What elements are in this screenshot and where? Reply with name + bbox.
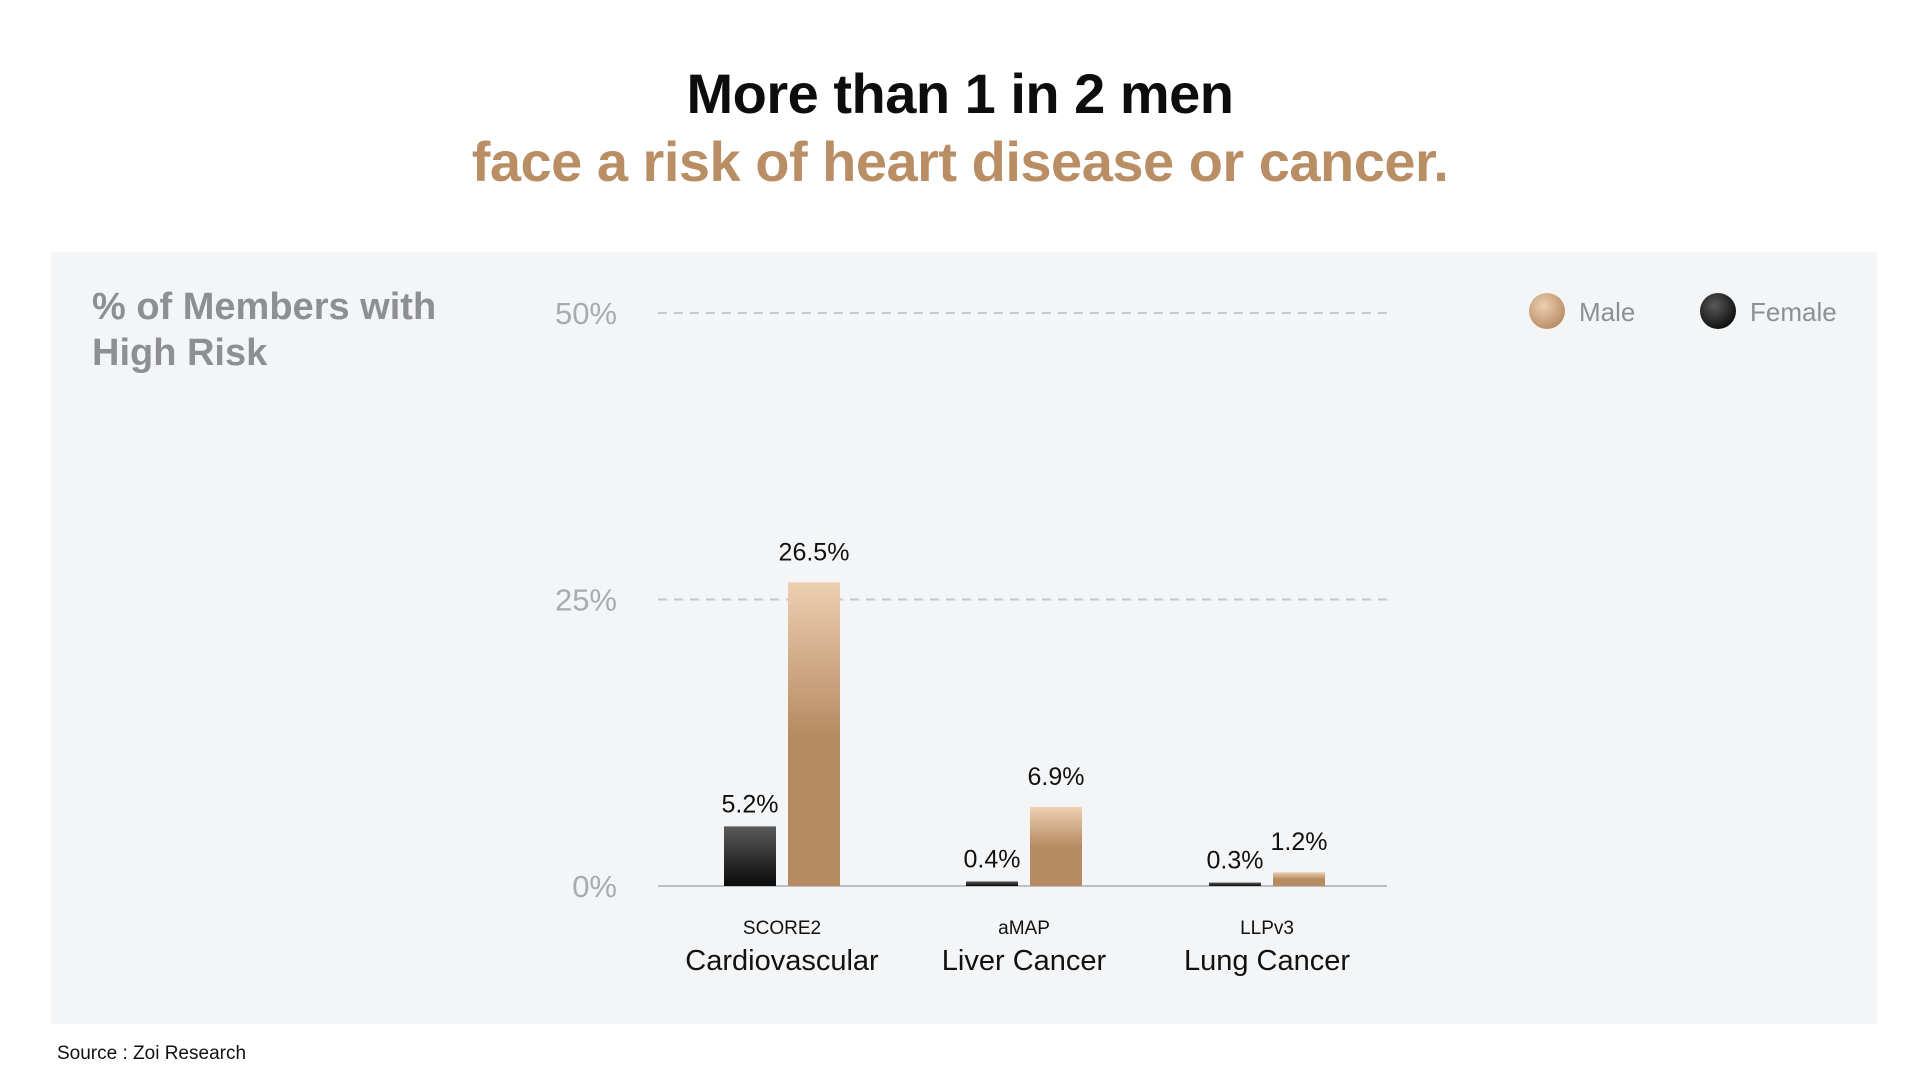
- title-line-2: face a risk of heart disease or cancer.: [471, 130, 1449, 193]
- y-tick-label: 25%: [555, 583, 617, 618]
- category-code-label: LLPv3: [1240, 918, 1294, 939]
- source-note: Source : Zoi Research: [57, 1043, 247, 1064]
- category-name-label: Lung Cancer: [1184, 945, 1350, 977]
- legend-label: Male: [1579, 297, 1635, 327]
- category-code-label: aMAP: [998, 918, 1050, 939]
- y-tick-label: 0%: [572, 869, 617, 904]
- data-label-male: 26.5%: [779, 538, 850, 566]
- chart-title: More than 1 in 2 men face a risk of hear…: [0, 60, 1920, 196]
- data-label-female: 0.4%: [964, 845, 1021, 873]
- bar-male: [1030, 806, 1082, 886]
- title-line-1: More than 1 in 2 men: [686, 62, 1235, 125]
- chart-panel: [51, 252, 1877, 1024]
- data-label-male: 6.9%: [1028, 763, 1085, 791]
- category-name-label: Cardiovascular: [685, 945, 879, 977]
- bar-female: [966, 881, 1018, 886]
- y-tick-label: 50%: [555, 296, 617, 331]
- bar-female: [1209, 882, 1261, 886]
- bar-male: [788, 582, 840, 886]
- legend-label: Female: [1750, 297, 1837, 327]
- y-axis-label: % of Members with High Risk: [92, 286, 437, 374]
- legend-marker: [1529, 293, 1565, 329]
- category-code-label: SCORE2: [743, 918, 821, 939]
- data-label-male: 1.2%: [1271, 828, 1328, 856]
- bar-female: [724, 826, 776, 886]
- category-name-label: Liver Cancer: [942, 945, 1107, 977]
- data-label-female: 5.2%: [722, 790, 779, 818]
- legend-marker: [1700, 293, 1736, 329]
- data-label-female: 0.3%: [1207, 847, 1264, 875]
- bar-male: [1273, 872, 1325, 886]
